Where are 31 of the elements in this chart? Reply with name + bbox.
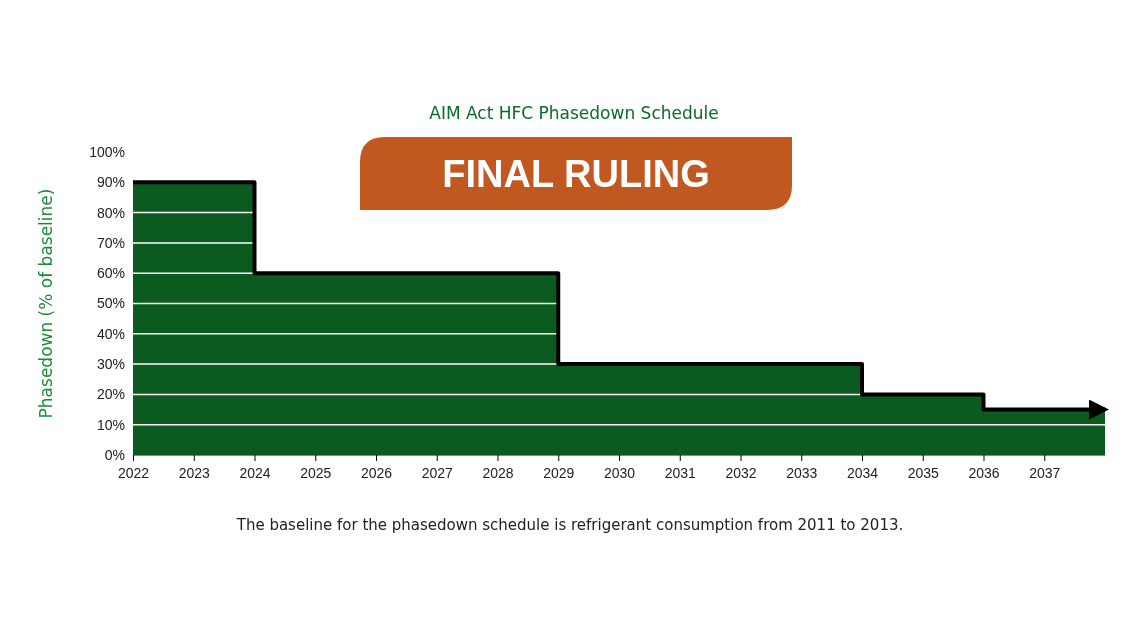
x-tick-label: 2028	[482, 465, 514, 481]
x-tick-label: 2035	[907, 465, 940, 481]
chart-subtitle: FINAL RULING	[442, 153, 710, 195]
x-tick-label: 2030	[603, 465, 636, 481]
x-tick-label: 2036	[968, 465, 1000, 481]
y-tick-label: 30%	[96, 356, 125, 373]
y-tick-label: 70%	[96, 234, 125, 251]
y-tick-label: 50%	[96, 295, 125, 312]
y-tick-label: 20%	[96, 386, 125, 403]
x-tick-label: 2037	[1029, 465, 1061, 481]
x-tick-label: 2023	[178, 465, 211, 481]
text: The baseline for the phasedown schedule is refrigerant consumption from 2011 to 2013.	[235, 516, 904, 534]
x-tick-label: 2029	[543, 465, 575, 481]
x-tick-label: 2024	[239, 465, 271, 481]
x-tick-label: 2033	[786, 465, 818, 481]
x-tick-label: 2026	[360, 465, 393, 481]
x-tick-label: 2031	[664, 465, 697, 481]
x-tick-label: 2025	[300, 465, 332, 481]
y-tick-label: 90%	[96, 174, 125, 191]
y-tick-label: 60%	[96, 265, 125, 282]
x-tick-label: 2034	[846, 465, 879, 481]
y-tick-label: 100%	[89, 143, 125, 160]
y-tick-label: 80%	[96, 204, 125, 221]
y-axis-title: Phasedown (% of baseline)	[36, 188, 56, 419]
y-tick-label: 40%	[96, 325, 125, 342]
y-tick-label: 10%	[96, 416, 125, 433]
y-tick-label: 0%	[104, 446, 125, 463]
chart-title: AIM Act HFC Phasedown Schedule	[429, 103, 719, 123]
x-tick-label: 2022	[117, 465, 150, 481]
x-tick-label: 2032	[725, 465, 757, 481]
x-tick-label: 2027	[421, 465, 454, 481]
